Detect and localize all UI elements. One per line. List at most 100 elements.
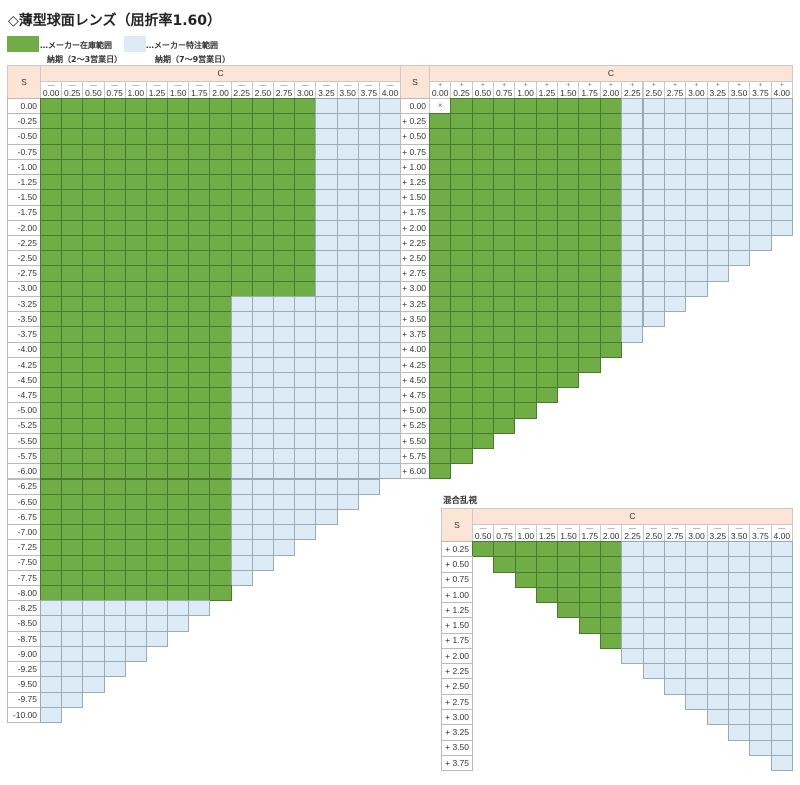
s-header-label: S xyxy=(21,76,27,87)
special-order-cell xyxy=(315,174,338,191)
stock-cell xyxy=(40,387,63,404)
stock-cell xyxy=(535,556,559,573)
stock-cell xyxy=(82,234,105,252)
stock-cell xyxy=(230,265,253,282)
stock-cell xyxy=(103,326,126,343)
stock-cell xyxy=(251,265,274,282)
stock-cell xyxy=(82,478,105,495)
special-order-cell xyxy=(621,326,644,343)
stock-cell xyxy=(145,463,169,480)
special-order-cell xyxy=(103,630,126,647)
stock-cell xyxy=(294,98,317,115)
s-row-label: -3.00 xyxy=(7,280,41,297)
stock-cell xyxy=(167,524,190,541)
stock-cell xyxy=(103,158,126,176)
stock-cell xyxy=(557,113,580,130)
special-order-cell xyxy=(770,724,793,741)
special-order-cell xyxy=(336,387,359,404)
special-order-cell xyxy=(230,311,253,328)
s-value: -7.00 xyxy=(17,527,37,538)
c-column-header: +0.25 xyxy=(450,81,473,99)
c-column-header: —1.00 xyxy=(124,81,147,99)
stock-cell xyxy=(514,341,537,358)
special-order-cell xyxy=(727,617,751,634)
special-order-cell xyxy=(378,234,402,252)
stock-cell xyxy=(493,556,516,573)
c-header: C xyxy=(429,65,793,82)
special-order-cell xyxy=(642,113,665,130)
stock-cell xyxy=(294,204,317,221)
special-order-cell xyxy=(188,600,211,617)
stock-cell xyxy=(493,250,516,267)
stock-cell xyxy=(40,356,63,373)
stock-cell xyxy=(251,189,274,206)
s-value: + 0.75 xyxy=(445,574,469,585)
special-order-cell xyxy=(61,661,84,678)
stock-cell xyxy=(40,402,63,419)
s-row-label: + 1.25 xyxy=(400,174,430,191)
s-value: + 1.75 xyxy=(402,207,426,218)
s-value: -4.00 xyxy=(17,344,37,355)
c-value: 1.50 xyxy=(169,88,187,98)
s-row-label: + 1.75 xyxy=(400,204,430,221)
stock-cell xyxy=(535,174,559,191)
stock-cell xyxy=(145,174,169,191)
stock-cell xyxy=(557,602,580,619)
stock-cell xyxy=(188,265,211,282)
stock-cell xyxy=(61,219,84,236)
c-value: 0.75 xyxy=(495,88,513,98)
s-value: + 3.00 xyxy=(402,283,426,294)
special-order-cell xyxy=(82,630,105,647)
c-column-header: —0.50 xyxy=(472,524,495,542)
c-column-header: —3.50 xyxy=(336,81,359,99)
stock-cell xyxy=(103,478,126,495)
special-order-cell xyxy=(706,250,729,267)
special-order-cell xyxy=(230,478,253,495)
stock-cell xyxy=(429,174,452,191)
c-value: 3.25 xyxy=(709,88,726,98)
stock-cell xyxy=(82,128,105,145)
special-order-cell xyxy=(336,204,359,221)
special-order-cell xyxy=(336,432,359,450)
special-order-cell xyxy=(706,541,729,558)
special-order-cell xyxy=(230,463,253,480)
special-order-cell xyxy=(357,189,380,206)
s-row-label: -9.50 xyxy=(7,676,41,693)
stock-cell xyxy=(167,158,190,176)
stock-cell xyxy=(514,234,537,252)
s-value: + 1.50 xyxy=(402,192,426,203)
stock-cell xyxy=(294,234,317,252)
c-value: 3.25 xyxy=(709,531,727,541)
s-row-label: + 5.00 xyxy=(400,402,430,419)
s-value: -9.50 xyxy=(17,679,37,690)
stock-cell xyxy=(103,341,126,358)
c-column-header: +1.25 xyxy=(535,81,559,99)
stock-cell xyxy=(82,371,105,389)
stock-cell xyxy=(145,585,169,602)
stock-cell xyxy=(40,204,63,221)
stock-cell xyxy=(82,158,105,176)
s-row-label: -0.25 xyxy=(7,113,41,130)
stock-cell xyxy=(61,371,84,389)
stock-cell xyxy=(145,143,169,160)
special-order-cell xyxy=(336,250,359,267)
stock-cell xyxy=(124,295,147,313)
stock-cell xyxy=(450,98,473,115)
special-order-cell xyxy=(315,448,338,465)
special-order-cell xyxy=(621,158,644,176)
special-order-cell xyxy=(663,128,687,145)
special-order-cell xyxy=(642,265,665,282)
stock-cell xyxy=(535,128,559,145)
special-order-cell xyxy=(145,630,169,647)
special-order-cell xyxy=(770,113,793,130)
stock-cell xyxy=(103,295,126,313)
stock-cell xyxy=(429,189,452,206)
special-order-cell xyxy=(61,615,84,632)
sign-label: + xyxy=(651,82,656,89)
stock-cell xyxy=(124,585,147,602)
sign-label: — xyxy=(564,525,572,532)
special-order-cell xyxy=(642,174,665,191)
c-header: C xyxy=(40,65,402,82)
stock-cell xyxy=(61,585,84,602)
stock-cell xyxy=(429,158,452,176)
